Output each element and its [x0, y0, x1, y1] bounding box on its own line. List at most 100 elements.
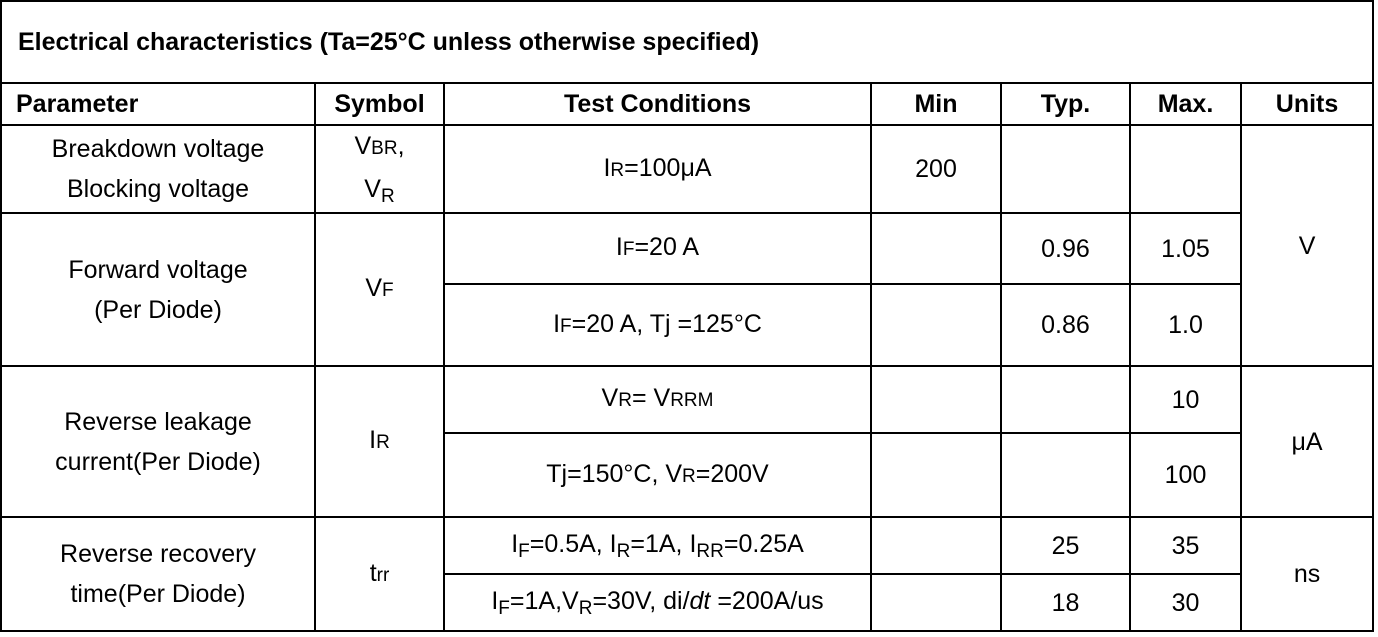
header-min: Min: [870, 82, 1002, 126]
condition-subscript: R: [616, 541, 631, 562]
condition-main: I: [603, 153, 611, 182]
parameter-reverse-recovery: Reverse recovery time(Per Diode): [0, 516, 316, 632]
condition-subscript: F: [560, 315, 572, 337]
parameter-line: Breakdown voltage: [51, 135, 265, 163]
condition-subscript: R: [682, 465, 696, 487]
condition-italic: dt: [689, 587, 711, 615]
table-title: Electrical characteristics (Ta=25°C unle…: [0, 0, 1375, 84]
condition-subscript: F: [622, 239, 635, 260]
table-row: Reverse leakage current(Per Diode) IR VR…: [0, 365, 1375, 518]
typ-recovery-1: 25: [1000, 516, 1131, 575]
header-row: Parameter Symbol Test Conditions Min Typ…: [0, 82, 1375, 126]
units-volts: V: [1239, 124, 1375, 367]
typ-leakage-2: [1000, 432, 1131, 518]
condition-subscript: R: [618, 390, 632, 411]
condition-recovery-1: IF=0.5A, IR=1A, IRR=0.25A: [443, 516, 872, 575]
condition-subscript: RR: [696, 541, 724, 562]
max-forward-2: 1.0: [1129, 283, 1242, 367]
symbol-vbr-vr: VBR, VR: [314, 124, 445, 214]
table-row: Breakdown voltage Blocking voltage VBR, …: [0, 124, 1375, 367]
condition-rest: =200A/us: [710, 587, 824, 615]
max-recovery-2: 30: [1129, 573, 1242, 632]
typ-breakdown: [1000, 124, 1131, 214]
condition-rest: =1A,V: [509, 587, 579, 615]
condition-forward-1: IF=20 A: [443, 212, 872, 285]
max-leakage-2: 100: [1129, 432, 1242, 518]
table-row: Forward voltage (Per Diode) VF IF=20 A 0…: [0, 212, 1373, 367]
max-recovery-1: 35: [1129, 516, 1242, 575]
condition-subscript: F: [518, 541, 530, 562]
symbol-main: t: [369, 558, 377, 587]
min-recovery-1: [870, 516, 1002, 575]
symbol-main: V: [354, 132, 372, 160]
header-test-conditions: Test Conditions: [443, 82, 872, 126]
condition-rest: =0.25A: [723, 530, 804, 558]
symbol-ir: IR: [314, 365, 445, 518]
symbol-line: VR: [316, 169, 443, 212]
header-parameter: Parameter: [0, 82, 316, 126]
parameter-line: Reverse recovery: [60, 540, 256, 568]
parameter-line: time(Per Diode): [70, 580, 246, 608]
parameter-reverse-leakage: Reverse leakage current(Per Diode): [0, 365, 316, 518]
min-breakdown: 200: [870, 124, 1002, 214]
units-microamps: μA: [1239, 365, 1375, 518]
condition-subscript: R: [610, 159, 625, 181]
symbol-main: I: [369, 426, 377, 454]
symbol-trr: trr: [314, 516, 445, 632]
max-leakage-1: 10: [1129, 365, 1242, 434]
condition-subscript: F: [498, 598, 510, 619]
parameter-line: (Per Diode): [94, 295, 222, 324]
condition-recovery-2: IF=1A,VR=30V, di/dt =200A/us: [443, 573, 872, 632]
typ-forward-1: 0.96: [1000, 212, 1131, 285]
condition-main: I: [491, 587, 499, 615]
header-max: Max.: [1129, 82, 1242, 126]
header-typ: Typ.: [1000, 82, 1131, 126]
symbol-suffix: ,: [397, 132, 405, 160]
typ-forward-2: 0.86: [1000, 283, 1131, 367]
max-breakdown: [1129, 124, 1242, 214]
condition-main: V: [601, 384, 619, 412]
table-row: Reverse recovery time(Per Diode) trr IF=…: [0, 516, 1375, 632]
symbol-main: V: [365, 274, 383, 302]
table-row: Tj=150°C, VR=200V 100: [1, 432, 1373, 518]
condition-subscript: RRM: [670, 390, 714, 411]
symbol-vf: VF: [314, 212, 445, 367]
units-nanoseconds: ns: [1239, 516, 1375, 632]
typ-leakage-1: [1000, 365, 1131, 434]
condition-rest: =0.5A, I: [529, 530, 617, 558]
header-units: Units: [1239, 82, 1375, 126]
symbol-subscript: BR: [371, 138, 398, 159]
condition-rest: = V: [631, 384, 671, 412]
symbol-line: VBR,: [316, 126, 443, 169]
min-leakage-1: [870, 365, 1002, 434]
min-leakage-2: [870, 432, 1002, 518]
min-recovery-2: [870, 573, 1002, 632]
condition-main: I: [553, 309, 561, 338]
condition-main: I: [615, 233, 623, 261]
condition-main: I: [511, 530, 519, 558]
parameter-line: current(Per Diode): [55, 447, 261, 476]
condition-rest: =1A, I: [630, 530, 697, 558]
symbol-subscript: rr: [376, 564, 390, 586]
condition-rest: =30V, di/: [592, 587, 690, 615]
condition-main: Tj=150°C, V: [546, 459, 683, 488]
header-symbol: Symbol: [314, 82, 445, 126]
symbol-subscript: R: [376, 432, 390, 453]
condition-forward-2: IF=20 A, Tj =125°C: [443, 283, 872, 367]
parameter-line: Blocking voltage: [66, 175, 250, 203]
condition-leakage-1: VR= VRRM: [443, 365, 872, 434]
min-forward-2: [870, 283, 1002, 367]
symbol-main: V: [364, 175, 381, 203]
parameter-line: Forward voltage: [68, 255, 248, 284]
min-forward-1: [870, 212, 1002, 285]
symbol-subscript: R: [380, 186, 395, 207]
condition-subscript: R: [578, 598, 593, 619]
condition-rest: =100μA: [624, 153, 712, 182]
condition-rest: =20 A: [634, 233, 700, 261]
condition-rest: =200V: [695, 459, 769, 488]
parameter-forward-voltage: Forward voltage (Per Diode): [0, 212, 316, 367]
condition-leakage-2: Tj=150°C, VR=200V: [443, 432, 872, 518]
table-row: IF=20 A, Tj =125°C 0.86 1.0: [1, 283, 1373, 367]
